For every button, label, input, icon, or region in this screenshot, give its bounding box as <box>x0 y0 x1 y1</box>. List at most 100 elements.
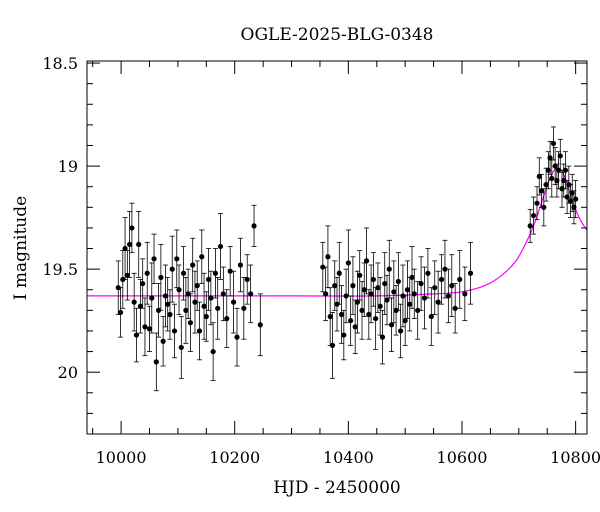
data-point <box>538 188 545 194</box>
data-point <box>549 175 555 182</box>
data-point <box>144 270 150 276</box>
data-point <box>190 262 196 268</box>
data-point <box>541 204 547 210</box>
data-point <box>131 299 137 305</box>
data-point <box>227 268 233 274</box>
data-point <box>562 167 569 173</box>
x-axis-label: HJD - 2450000 <box>273 478 401 498</box>
data-point <box>199 254 205 260</box>
y-axis-label: I magnitude <box>11 196 31 300</box>
data-point <box>208 295 214 301</box>
data-point <box>402 318 408 324</box>
data-point <box>359 307 365 313</box>
data-points-group <box>115 126 579 392</box>
data-point <box>534 200 540 206</box>
data-point <box>210 348 216 355</box>
data-point <box>137 303 144 309</box>
data-point <box>445 293 451 299</box>
data-point <box>452 305 458 311</box>
data-point <box>142 324 148 330</box>
data-point <box>462 291 468 297</box>
data-point <box>174 256 180 262</box>
data-point <box>348 318 354 324</box>
data-point <box>375 285 381 291</box>
data-point <box>421 295 428 301</box>
data-point <box>341 332 347 338</box>
data-point <box>555 167 562 173</box>
data-point <box>409 274 415 280</box>
data-point <box>425 270 431 276</box>
data-point <box>136 241 142 248</box>
data-point <box>234 334 240 340</box>
data-point <box>201 303 207 309</box>
data-point <box>180 270 187 276</box>
data-point <box>571 204 577 210</box>
data-point <box>404 287 411 293</box>
data-point <box>354 299 361 305</box>
axis-ticks-group: 10000 10200 10400 10600 10800 18.5 19 19.5 20 <box>42 54 600 467</box>
data-point <box>220 291 226 297</box>
data-point <box>384 297 390 303</box>
data-point <box>366 311 372 318</box>
data-point <box>411 291 417 297</box>
data-point <box>569 190 575 196</box>
data-point <box>370 276 376 283</box>
data-point <box>171 328 178 334</box>
data-point <box>554 177 560 184</box>
data-point <box>187 320 194 326</box>
data-point <box>363 258 370 264</box>
data-point <box>379 334 386 340</box>
data-point <box>140 280 146 287</box>
data-point <box>338 311 345 318</box>
data-point <box>124 272 130 278</box>
data-point <box>438 276 445 283</box>
data-point <box>176 287 182 293</box>
data-point <box>162 293 169 299</box>
data-point <box>391 289 397 295</box>
data-point <box>251 223 257 229</box>
y-tick-label: 20 <box>58 363 78 382</box>
data-point <box>547 155 553 161</box>
data-point <box>382 280 388 287</box>
y-tick-label: 19.5 <box>42 260 78 279</box>
data-point <box>545 167 551 173</box>
data-point <box>146 326 153 332</box>
data-point <box>237 262 244 268</box>
data-point <box>377 303 383 309</box>
data-point <box>165 301 171 307</box>
data-point <box>192 299 198 305</box>
data-point <box>442 266 448 272</box>
data-point <box>215 305 221 311</box>
y-tick-label: 18.5 <box>42 54 78 73</box>
data-point <box>205 276 212 283</box>
data-point <box>457 276 463 283</box>
data-point <box>153 359 159 365</box>
data-point <box>230 299 237 305</box>
data-point <box>151 256 157 262</box>
data-point <box>117 309 124 316</box>
data-point <box>345 260 351 266</box>
data-point <box>224 315 230 322</box>
data-point <box>127 241 133 248</box>
y-tick-label: 19 <box>58 157 78 176</box>
data-point <box>435 299 441 305</box>
data-point <box>567 198 574 204</box>
data-point <box>133 332 140 338</box>
data-point <box>183 307 189 313</box>
data-point <box>323 291 329 297</box>
data-point <box>212 270 219 276</box>
data-point <box>561 177 567 184</box>
x-tick-label: 10600 <box>437 448 488 467</box>
data-point <box>415 307 421 313</box>
data-point <box>530 212 537 219</box>
x-tick-label: 10800 <box>550 448 600 467</box>
data-point <box>327 313 333 320</box>
data-point <box>527 223 533 229</box>
data-point <box>241 305 247 311</box>
data-point <box>449 283 455 289</box>
data-point <box>564 194 570 200</box>
data-point <box>550 140 557 147</box>
data-point <box>194 283 200 289</box>
data-point <box>428 313 434 320</box>
data-point <box>388 322 395 328</box>
